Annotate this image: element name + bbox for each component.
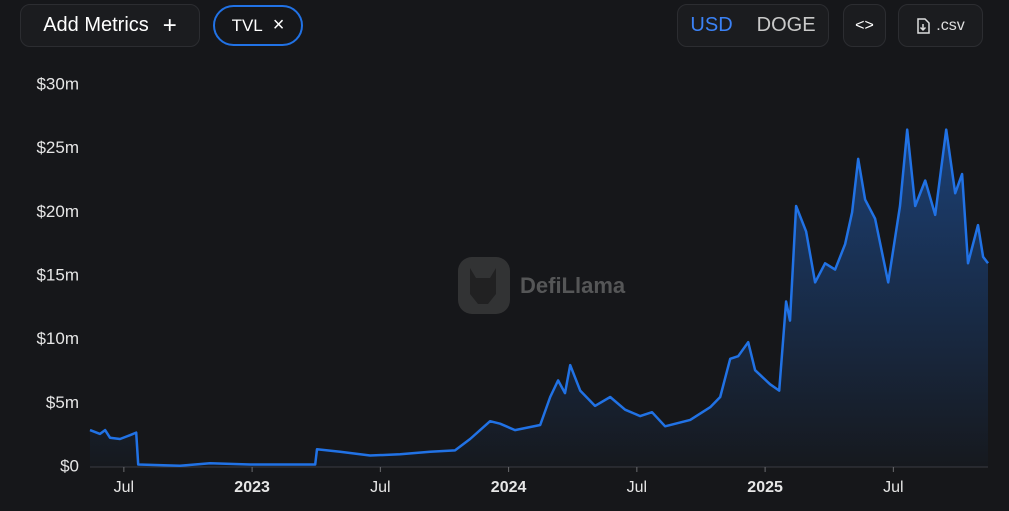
add-metrics-button[interactable]: Add Metrics + [20, 4, 200, 47]
currency-toggle: USD DOGE [677, 4, 829, 47]
y-tick-label: $20m [36, 202, 79, 221]
plus-icon: + [162, 11, 177, 39]
watermark: DefiLlama [458, 257, 626, 314]
y-tick-label: $15m [36, 265, 79, 284]
currency-option[interactable]: USD [690, 14, 733, 36]
x-tick-label: Jul [883, 479, 903, 496]
y-tick-label: $5m [46, 393, 79, 412]
download-icon [917, 17, 931, 34]
x-tick-label: Jul [114, 479, 134, 496]
metric-label: TVL [231, 15, 263, 35]
x-tick-label: 2024 [491, 479, 527, 496]
x-tick-label: Jul [627, 479, 647, 496]
currency-option[interactable]: DOGE [756, 14, 816, 36]
csv-button[interactable]: .csv [898, 4, 983, 47]
embed-button[interactable]: <> [843, 4, 886, 47]
y-tick-label: $30m [36, 74, 79, 93]
watermark-text: DefiLlama [520, 273, 626, 298]
x-tick-label: 2023 [234, 479, 270, 496]
tvl-line [89, 128, 989, 467]
x-tick-label: 2025 [747, 479, 783, 496]
add-metrics-label: Add Metrics [43, 14, 149, 36]
csv-label: .csv [936, 16, 965, 34]
close-icon: × [272, 14, 285, 36]
y-tick-label: $0 [60, 456, 79, 475]
x-tick-label: Jul [370, 479, 390, 496]
y-tick-label: $10m [36, 329, 79, 348]
y-tick-label: $25m [36, 138, 79, 157]
area-fill [90, 129, 988, 467]
metric-chip[interactable]: TVL × [213, 5, 303, 46]
